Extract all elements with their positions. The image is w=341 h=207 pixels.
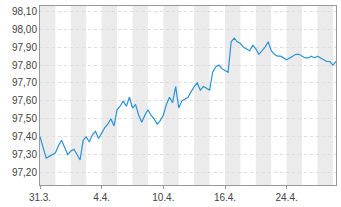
svg-text:97,50: 97,50 [12,113,37,124]
svg-text:31.3.: 31.3. [29,192,51,203]
svg-text:97,40: 97,40 [12,131,37,142]
svg-text:98,10: 98,10 [12,6,37,17]
svg-text:16.4.: 16.4. [214,192,236,203]
svg-text:24.4.: 24.4. [276,192,298,203]
svg-text:10.4.: 10.4. [152,192,174,203]
svg-text:98,00: 98,00 [12,24,37,35]
svg-text:97,80: 97,80 [12,60,37,71]
svg-text:97,90: 97,90 [12,42,37,53]
svg-text:4.4.: 4.4. [93,192,110,203]
svg-text:97,60: 97,60 [12,95,37,106]
svg-text:97,20: 97,20 [12,167,37,178]
svg-text:97,30: 97,30 [12,149,37,160]
svg-text:97,70: 97,70 [12,77,37,88]
